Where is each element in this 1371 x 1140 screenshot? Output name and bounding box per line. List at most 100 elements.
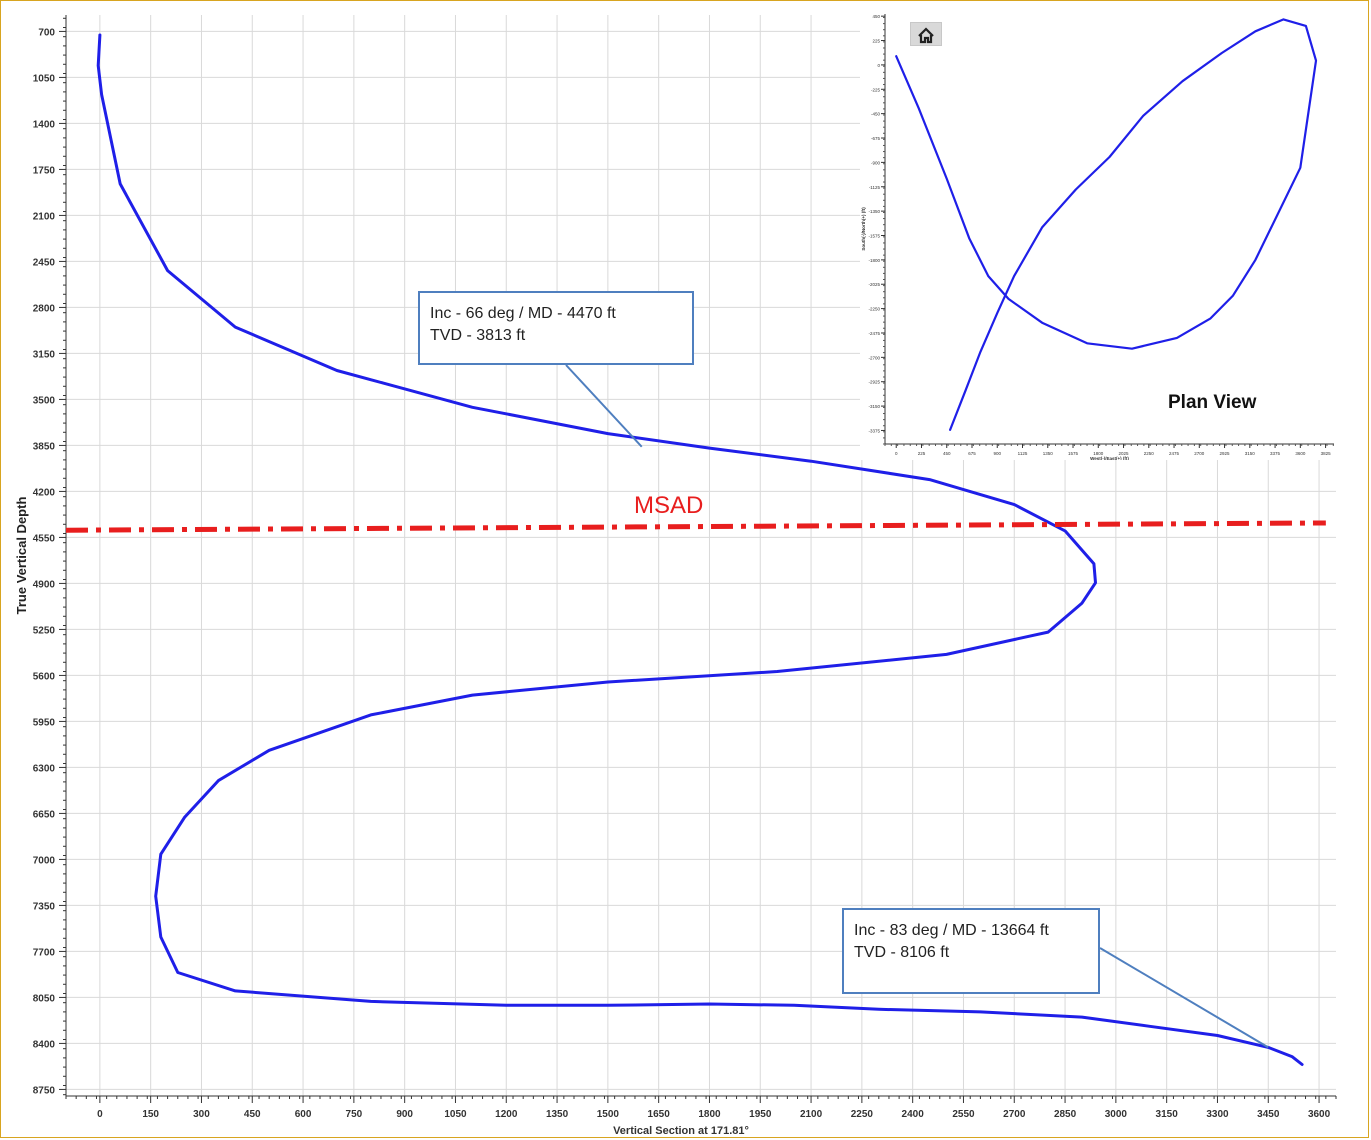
plan-x-tick-label: 1575 bbox=[1068, 451, 1079, 456]
msad-label: MSAD bbox=[634, 492, 704, 519]
y-tick-label: 4550 bbox=[33, 533, 56, 544]
plan-y-tick-label: 450 bbox=[872, 14, 880, 19]
plan-x-tick-label: 3375 bbox=[1270, 451, 1281, 456]
x-tick-label: 3600 bbox=[1308, 1109, 1331, 1120]
x-tick-label: 2250 bbox=[851, 1109, 874, 1120]
plan-y-tick-label: -2700 bbox=[868, 355, 880, 360]
y-tick-label: 5600 bbox=[33, 671, 56, 682]
x-tick-label: 3450 bbox=[1257, 1109, 1280, 1120]
x-tick-label: 600 bbox=[295, 1109, 312, 1120]
y-tick-label: 2100 bbox=[33, 211, 56, 222]
plan-y-tick-label: -1350 bbox=[868, 209, 880, 214]
y-tick-label: 700 bbox=[38, 27, 55, 38]
well-path-line bbox=[96, 33, 1304, 1066]
y-tick-label: 1750 bbox=[33, 165, 56, 176]
x-tick-label: 450 bbox=[244, 1109, 261, 1120]
plan-y-tick-label: -2925 bbox=[868, 380, 880, 385]
plan-x-tick-label: 2925 bbox=[1220, 451, 1231, 456]
plan-y-tick-label: -2250 bbox=[868, 307, 880, 312]
y-tick-label: 5950 bbox=[33, 717, 56, 728]
plan-x-tick-label: 0 bbox=[895, 451, 898, 456]
y-tick-label: 3500 bbox=[33, 395, 56, 406]
x-tick-label: 1950 bbox=[749, 1109, 772, 1120]
x-tick-label: 1350 bbox=[546, 1109, 569, 1120]
callout-lower: Inc - 83 deg / MD - 13664 ft TVD - 8106 … bbox=[842, 908, 1100, 994]
plan-y-tick-label: 225 bbox=[872, 39, 880, 44]
y-tick-label: 4200 bbox=[33, 487, 56, 498]
plan-x-tick-label: 3825 bbox=[1321, 451, 1332, 456]
plan-x-tick-label: 2700 bbox=[1194, 451, 1205, 456]
y-tick-label: 8050 bbox=[33, 993, 56, 1004]
plan-y-tick-label: 0 bbox=[877, 63, 880, 68]
x-tick-label: 1800 bbox=[698, 1109, 721, 1120]
y-tick-label: 7000 bbox=[33, 855, 56, 866]
x-tick-label: 2700 bbox=[1003, 1109, 1026, 1120]
y-tick-label: 1050 bbox=[33, 73, 56, 84]
home-icon bbox=[918, 27, 934, 44]
plan-x-tick-label: 1125 bbox=[1018, 451, 1028, 456]
x-tick-label: 750 bbox=[346, 1109, 363, 1120]
x-tick-label: 0 bbox=[97, 1109, 103, 1120]
plan-x-tick-label: 3600 bbox=[1295, 451, 1306, 456]
plan-x-tick-label: 225 bbox=[918, 451, 926, 456]
callout-upper-line-2: TVD - 3813 ft bbox=[430, 327, 526, 344]
home-button[interactable] bbox=[910, 22, 942, 46]
plan-x-tick-label: 2250 bbox=[1144, 451, 1155, 456]
y-tick-label: 1400 bbox=[33, 119, 56, 130]
x-tick-label: 1500 bbox=[597, 1109, 620, 1120]
y-tick-label: 8400 bbox=[33, 1039, 56, 1050]
msad-line bbox=[65, 520, 1326, 533]
x-tick-label: 3150 bbox=[1156, 1109, 1179, 1120]
plan-y-tick-label: -2025 bbox=[868, 282, 880, 287]
plan-x-tick-label: 2025 bbox=[1119, 451, 1130, 456]
plan-x-tick-label: 900 bbox=[993, 451, 1001, 456]
plan-path-line bbox=[895, 18, 1318, 431]
x-tick-label: 3300 bbox=[1206, 1109, 1229, 1120]
plan-y-tick-label: -3375 bbox=[868, 428, 880, 433]
plan-x-tick-label: 1350 bbox=[1043, 451, 1054, 456]
x-tick-label: 3000 bbox=[1105, 1109, 1128, 1120]
plan-x-tick-label: 450 bbox=[943, 451, 951, 456]
callout-upper-line-1: Inc - 66 deg / MD - 4470 ft bbox=[430, 305, 616, 322]
plan-y-tick-label: -1575 bbox=[868, 233, 880, 238]
y-tick-label: 6300 bbox=[33, 763, 56, 774]
y-tick-label: 2800 bbox=[33, 303, 56, 314]
plan-x-tick-label: 1800 bbox=[1093, 451, 1104, 456]
plan-y-tick-label: -900 bbox=[871, 160, 881, 165]
plan-y-tick-label: -675 bbox=[871, 136, 881, 141]
y-tick-label: 2450 bbox=[33, 257, 56, 268]
y-tick-label: 7700 bbox=[33, 947, 56, 958]
plan-y-tick-label: -1125 bbox=[869, 185, 881, 190]
y-tick-label: 5250 bbox=[33, 625, 56, 636]
y-tick-label: 4900 bbox=[33, 579, 56, 590]
y-tick-label: 6650 bbox=[33, 809, 56, 820]
x-tick-label: 150 bbox=[142, 1109, 159, 1120]
callout-lower-line-1: Inc - 83 deg / MD - 13664 ft bbox=[854, 922, 1049, 939]
plan-view-title: Plan View bbox=[1168, 392, 1257, 413]
plan-y-tick-label: -225 bbox=[871, 87, 881, 92]
plan-view-chart: 0 225 450 675 900 1125 1350 1575 1800 2025 2250 247… bbox=[861, 14, 1334, 460]
x-tick-label: 1650 bbox=[648, 1109, 671, 1120]
plan-y-tick-label: -3150 bbox=[868, 404, 880, 409]
plan-x-axis-title: West(-)/East(+) (ft) bbox=[1090, 456, 1129, 460]
plan-x-tick-label: 2475 bbox=[1169, 451, 1180, 456]
x-tick-label: 1050 bbox=[444, 1109, 467, 1120]
y-tick-label: 3150 bbox=[33, 349, 56, 360]
plan-y-axis-title: South(-)/North(+) (ft) bbox=[861, 207, 866, 251]
y-axis-title: True Vertical Depth bbox=[14, 497, 29, 615]
plan-y-tick-label: -2475 bbox=[868, 331, 880, 336]
plan-y-tick-label: -450 bbox=[871, 112, 881, 117]
y-tick-label: 7350 bbox=[33, 901, 56, 912]
callout-lower-leader bbox=[1099, 947, 1269, 1049]
callout-upper: Inc - 66 deg / MD - 4470 ft TVD - 3813 f… bbox=[418, 291, 694, 365]
x-axis-title: Vertical Section at 171.81° bbox=[613, 1125, 749, 1137]
plan-y-tick-label: -1800 bbox=[868, 258, 880, 263]
x-tick-label: 2850 bbox=[1054, 1109, 1077, 1120]
plan-x-tick-label: 675 bbox=[968, 451, 976, 456]
plan-view-inset: 0 225 450 675 900 1125 1350 1575 1800 2025 2250 247… bbox=[860, 8, 1338, 460]
x-tick-label: 2550 bbox=[952, 1109, 975, 1120]
x-tick-label: 300 bbox=[193, 1109, 210, 1120]
y-tick-label: 8750 bbox=[33, 1085, 56, 1096]
callout-lower-line-2: TVD - 8106 ft bbox=[854, 944, 950, 961]
callout-upper-leader bbox=[565, 364, 643, 448]
